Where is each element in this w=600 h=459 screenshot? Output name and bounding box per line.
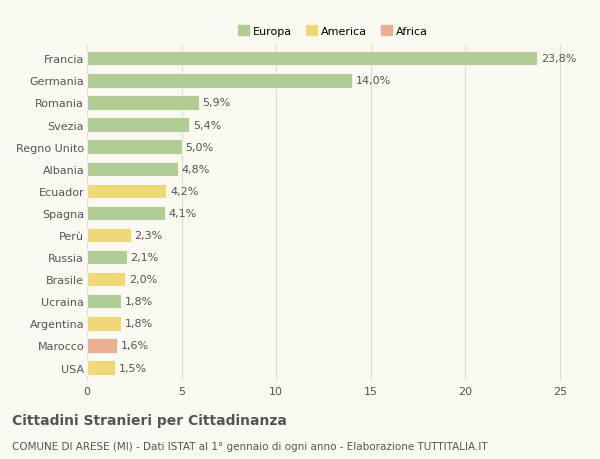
Bar <box>87 96 199 110</box>
Text: 2,0%: 2,0% <box>128 274 157 285</box>
Bar <box>87 250 127 265</box>
Text: 1,8%: 1,8% <box>125 319 153 329</box>
Bar <box>87 206 164 221</box>
Text: 4,8%: 4,8% <box>182 164 210 174</box>
Bar <box>87 294 121 309</box>
Text: 5,4%: 5,4% <box>193 120 221 130</box>
Text: 4,1%: 4,1% <box>169 208 197 218</box>
Text: 23,8%: 23,8% <box>541 54 577 64</box>
Text: 1,8%: 1,8% <box>125 297 153 307</box>
Text: 5,9%: 5,9% <box>202 98 230 108</box>
Bar <box>87 361 115 375</box>
Bar <box>87 228 131 243</box>
Bar <box>87 162 178 177</box>
Text: Cittadini Stranieri per Cittadinanza: Cittadini Stranieri per Cittadinanza <box>12 413 287 427</box>
Text: 4,2%: 4,2% <box>170 186 199 196</box>
Legend: Europa, America, Africa: Europa, America, Africa <box>238 26 428 37</box>
Text: COMUNE DI ARESE (MI) - Dati ISTAT al 1° gennaio di ogni anno - Elaborazione TUTT: COMUNE DI ARESE (MI) - Dati ISTAT al 1° … <box>12 441 488 451</box>
Text: 1,5%: 1,5% <box>119 363 147 373</box>
Bar <box>87 74 352 88</box>
Text: 2,3%: 2,3% <box>134 230 163 241</box>
Bar <box>87 52 538 66</box>
Bar <box>87 184 166 199</box>
Bar <box>87 118 189 133</box>
Text: 2,1%: 2,1% <box>131 252 159 263</box>
Bar <box>87 317 121 331</box>
Bar <box>87 272 125 287</box>
Text: 5,0%: 5,0% <box>185 142 214 152</box>
Text: 14,0%: 14,0% <box>356 76 391 86</box>
Bar <box>87 339 117 353</box>
Bar <box>87 140 182 155</box>
Text: 1,6%: 1,6% <box>121 341 149 351</box>
